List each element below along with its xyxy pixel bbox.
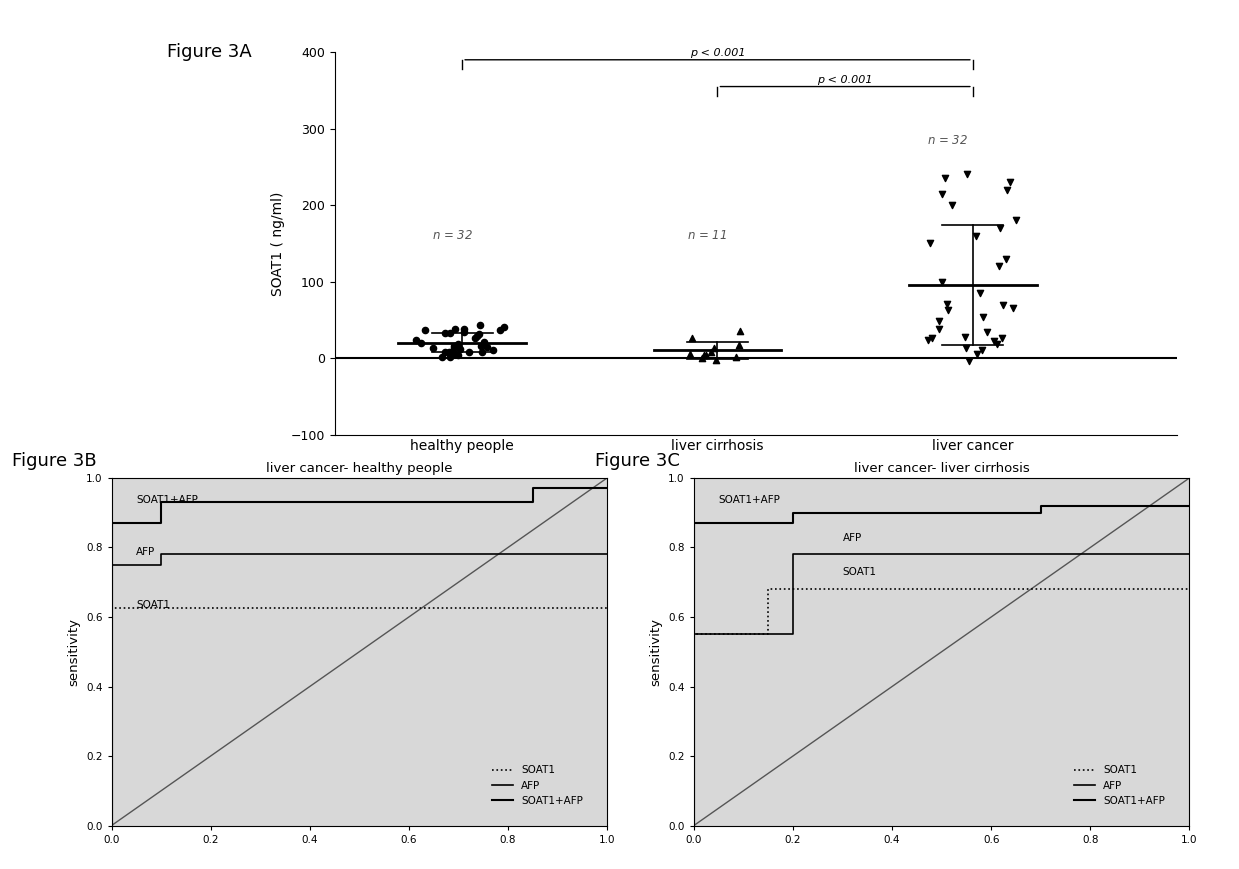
Point [986, 337, 1006, 351]
Point [695, 348, 715, 362]
Legend: SOAT1, AFP, SOAT1+AFP: SOAT1, AFP, SOAT1+AFP [1070, 761, 1170, 810]
Point [955, 329, 975, 343]
Point [730, 324, 750, 338]
Point [706, 353, 726, 367]
Title: liver cancer- liver cirrhosis: liver cancer- liver cirrhosis [854, 462, 1030, 475]
Y-axis label: sensitivity: sensitivity [649, 618, 663, 686]
Point [681, 331, 701, 345]
Text: p < 0.001: p < 0.001 [818, 75, 873, 85]
Point [973, 342, 992, 356]
Point [411, 336, 431, 350]
Text: Figure 3A: Figure 3A [167, 43, 252, 62]
Point [489, 323, 509, 337]
Point [922, 331, 942, 345]
Text: AFP: AFP [136, 547, 156, 558]
Point [942, 198, 961, 212]
Point [435, 327, 455, 341]
Point [440, 346, 460, 360]
Point [483, 342, 503, 356]
Point [422, 342, 442, 355]
Text: $n$ = 11: $n$ = 11 [686, 229, 727, 242]
Point [704, 342, 724, 355]
Point [470, 328, 489, 342]
Point [970, 286, 990, 300]
Point [435, 345, 455, 359]
Point [440, 326, 460, 340]
Point [959, 354, 979, 368]
Point [997, 182, 1017, 196]
Title: liver cancer- healthy people: liver cancer- healthy people [266, 462, 452, 475]
Point [477, 340, 497, 354]
Point [439, 345, 458, 359]
Text: p < 0.001: p < 0.001 [690, 49, 745, 58]
Point [978, 326, 997, 340]
Point [921, 236, 940, 250]
Text: $n$ = 32: $n$ = 32 [431, 229, 472, 242]
Text: Figure 3C: Figure 3C [595, 452, 680, 470]
Point [446, 347, 466, 361]
Point [472, 339, 492, 353]
Point [958, 168, 978, 182]
Point [455, 325, 475, 339]
Point [929, 315, 949, 328]
Point [996, 252, 1016, 266]
Point [1004, 301, 1023, 315]
Point [1006, 214, 1026, 228]
Point [694, 348, 714, 362]
Point [467, 329, 487, 343]
Point [449, 348, 468, 362]
Point [406, 333, 426, 347]
Point [445, 340, 465, 354]
Text: SOAT1: SOAT1 [843, 567, 876, 577]
Y-axis label: SOAT1 ( ng/ml): SOAT1 ( ng/ml) [271, 191, 285, 295]
Text: SOAT1+AFP: SOAT1+AFP [136, 495, 198, 506]
Point [449, 337, 468, 351]
Point [933, 275, 953, 289]
Point [701, 345, 721, 359]
Point [693, 351, 712, 365]
Point [966, 229, 986, 242]
Text: SOAT1+AFP: SOAT1+AFP [719, 495, 781, 506]
Point [475, 335, 494, 349]
Legend: SOAT1, AFP, SOAT1+AFP: SOAT1, AFP, SOAT1+AFP [488, 761, 587, 810]
Point [445, 342, 465, 355]
Point [992, 331, 1012, 345]
Point [450, 342, 470, 356]
Text: SOAT1: SOAT1 [136, 600, 170, 610]
Point [994, 298, 1014, 312]
Point [471, 317, 491, 331]
Point [938, 297, 958, 311]
Point [494, 321, 514, 335]
Point [472, 346, 492, 360]
Text: Figure 3B: Figure 3B [12, 452, 97, 470]
Point [458, 345, 478, 359]
Point [680, 348, 700, 362]
Point [441, 350, 461, 364]
Point [415, 323, 435, 337]
Text: AFP: AFP [843, 533, 862, 542]
Point [957, 341, 976, 355]
Point [445, 322, 465, 336]
Point [973, 310, 992, 324]
Point [966, 348, 986, 362]
Point [933, 187, 953, 201]
Point [431, 350, 451, 364]
Point [465, 331, 484, 345]
Point [1001, 176, 1021, 189]
Point [984, 334, 1004, 348]
Point [929, 322, 949, 336]
Point [726, 350, 746, 364]
Point [938, 303, 958, 317]
Point [990, 221, 1010, 235]
Point [989, 259, 1009, 273]
Point [935, 171, 955, 185]
Point [455, 322, 475, 335]
Point [729, 338, 748, 352]
Text: $n$ = 32: $n$ = 32 [927, 134, 968, 147]
Point [918, 334, 938, 348]
Y-axis label: sensitivity: sensitivity [67, 618, 81, 686]
